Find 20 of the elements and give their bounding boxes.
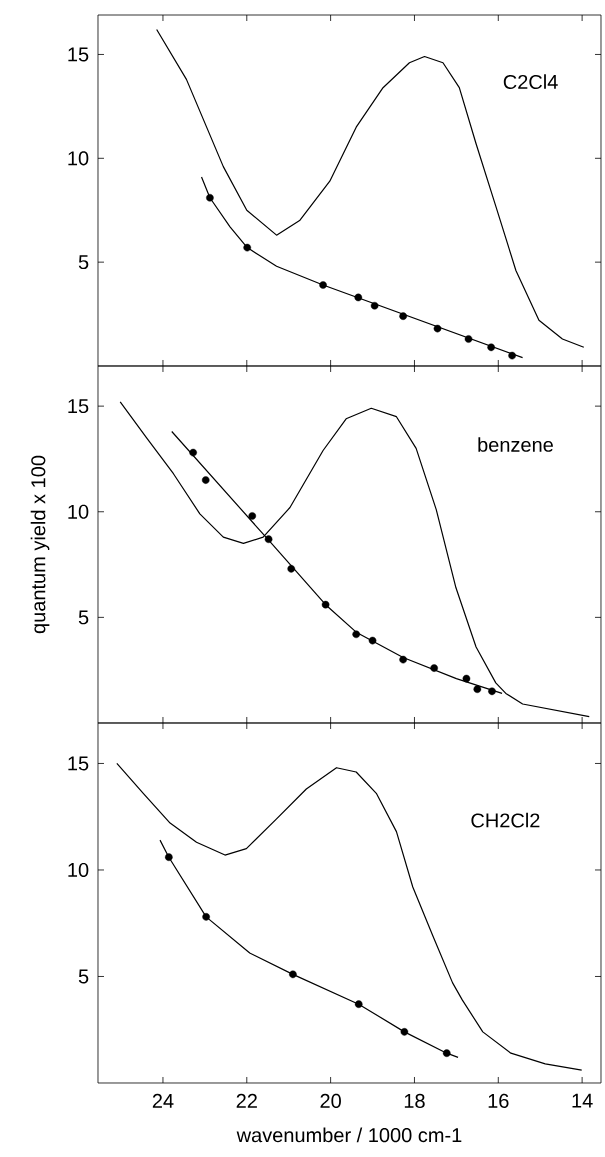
y-axis-title: quantum yield x 100 bbox=[30, 455, 50, 634]
y-tick-label: 10 bbox=[68, 151, 89, 166]
x-axis-title: wavenumber / 1000 cm-1 bbox=[236, 1127, 462, 1143]
x-tick-label: 18 bbox=[404, 1093, 425, 1109]
annotation: CH2Cl2 bbox=[471, 812, 540, 828]
x-tick-label: 22 bbox=[236, 1093, 257, 1108]
x-tick-label: 16 bbox=[488, 1093, 509, 1109]
annotation: C2Cl4 bbox=[503, 74, 558, 90]
y-tick-label: 15 bbox=[68, 756, 89, 771]
y-tick-label: 10 bbox=[68, 504, 89, 519]
y-tick-label: 5 bbox=[78, 255, 89, 270]
annotation: benzene bbox=[478, 437, 553, 452]
y-tick-label: 10 bbox=[68, 862, 89, 878]
y-tick-label: 5 bbox=[78, 969, 89, 984]
x-tick-label: 24 bbox=[152, 1093, 174, 1108]
y-tick-label: 15 bbox=[68, 399, 89, 414]
y-tick-label: 15 bbox=[68, 47, 89, 62]
x-tick-label: 14 bbox=[572, 1093, 593, 1108]
y-tick-label: 5 bbox=[78, 610, 89, 625]
x-tick-label: 20 bbox=[320, 1093, 341, 1109]
